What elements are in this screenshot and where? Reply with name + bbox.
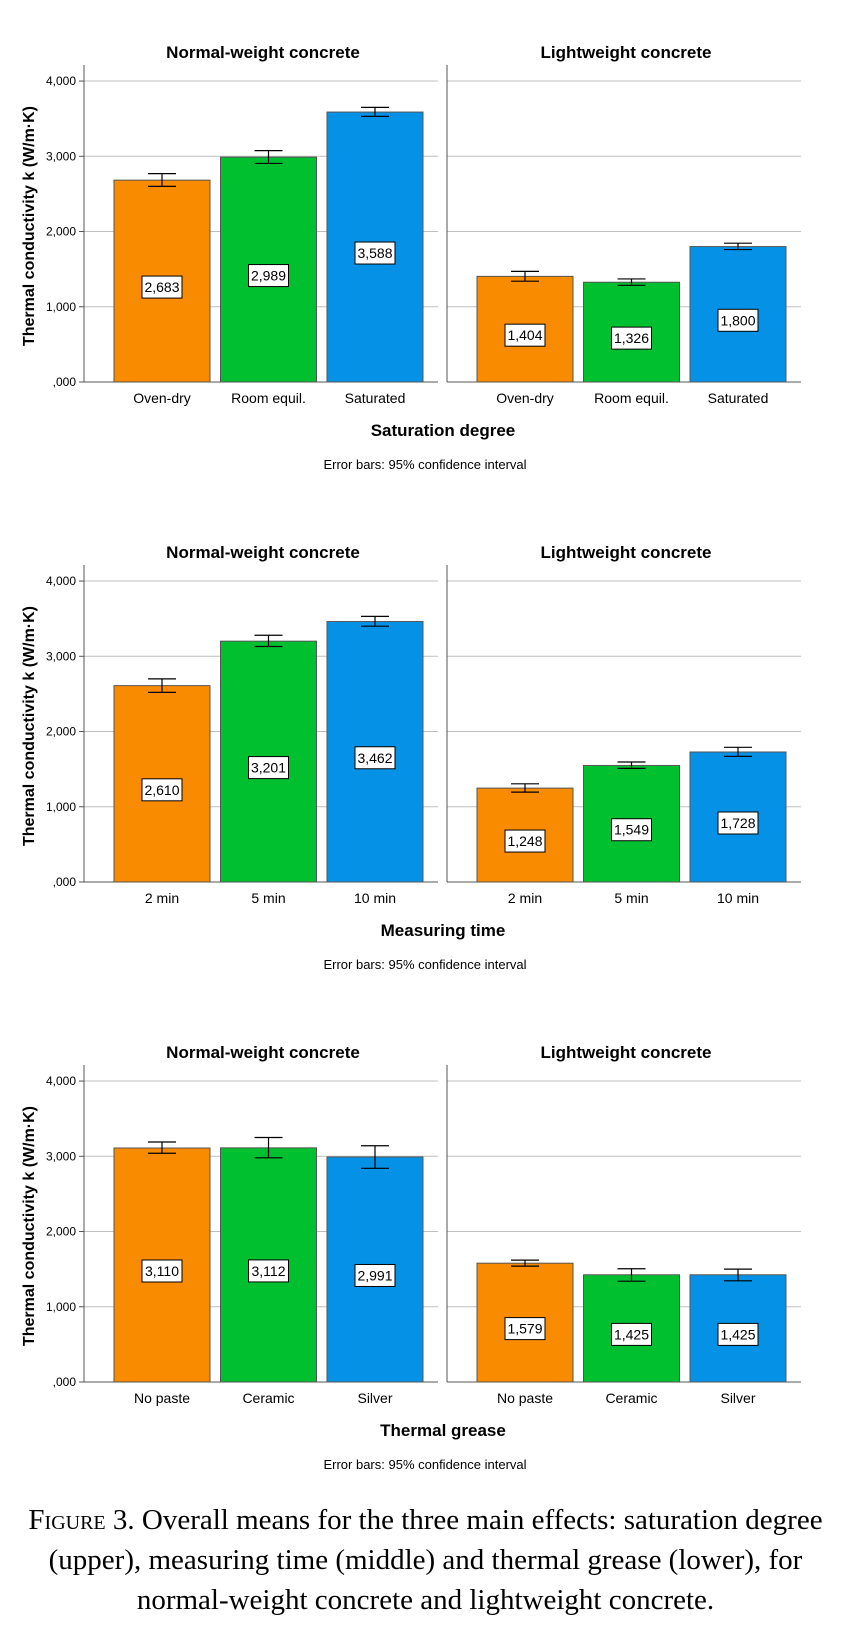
x-tick-label: Oven-dry: [133, 390, 191, 406]
y-tick-label: 3,000: [46, 1149, 76, 1163]
y-tick-label: 2,000: [46, 1225, 76, 1239]
y-tick-label: 2,000: [46, 725, 76, 739]
panel-title: Normal-weight concrete: [166, 43, 360, 62]
x-axis-title: Thermal grease: [380, 1421, 506, 1440]
panel-normal-weight: Normal-weight concrete ,000 1,000 2,000 3,00…: [46, 1043, 438, 1406]
panel-title: Normal-weight concrete: [166, 543, 360, 562]
figure-3: Normal-weight concrete ,000 1,000 2,000 3,00…: [21, 43, 801, 1472]
y-tick-label: 3,000: [46, 649, 76, 663]
panel-title: Lightweight concrete: [541, 543, 712, 562]
x-tick-label: Oven-dry: [496, 390, 554, 406]
data-label-box: [248, 756, 289, 780]
data-label-box: [141, 778, 183, 802]
x-tick-label: Room equil.: [594, 390, 669, 406]
x-tick-label: Ceramic: [242, 1390, 294, 1406]
x-tick-label: Silver: [720, 1390, 755, 1406]
chart-2: Normal-weight concrete ,000 1,000 2,000 3,00…: [21, 543, 801, 972]
error-bar-note: Error bars: 95% confidence interval: [323, 457, 526, 472]
data-label-box: [354, 746, 396, 770]
data-label-box: [504, 829, 546, 853]
data-label-box: [717, 811, 759, 835]
chart-3: Normal-weight concrete ,000 1,000 2,000 3,00…: [21, 1043, 801, 1472]
data-label: 2,991: [357, 1267, 392, 1283]
panel-normal-weight: Normal-weight concrete ,000 1,000 2,000 3,00…: [46, 43, 438, 406]
data-label: 1,248: [507, 833, 542, 849]
panel-title: Normal-weight concrete: [166, 1043, 360, 1062]
y-axis-title: Thermal conductivity k (W/m·K): [21, 1106, 38, 1346]
data-label: 1,549: [614, 822, 649, 838]
data-label-box: [504, 1317, 546, 1341]
caption-text: Overall means for the three main effects…: [48, 1504, 823, 1616]
x-axis-title: Saturation degree: [371, 421, 516, 440]
x-tick-label: No paste: [497, 1390, 553, 1406]
data-label: 2,989: [251, 268, 286, 284]
data-label: 1,800: [720, 312, 755, 328]
data-label: 1,579: [507, 1321, 542, 1337]
y-axis-title: Thermal conductivity k (W/m·K): [21, 606, 38, 846]
data-label-box: [611, 818, 652, 842]
data-label-box: [141, 1259, 183, 1283]
figure-caption: Figure 3. Overall means for the three ma…: [0, 1500, 851, 1620]
y-tick-label: 1,000: [46, 1300, 76, 1314]
y-tick-label: ,000: [53, 375, 77, 389]
x-tick-label: 10 min: [717, 890, 759, 906]
panel-lightweight: Lightweight concrete 1,579 No paste 1,425 Ce…: [446, 1043, 801, 1406]
y-tick-label: 1,000: [46, 300, 76, 314]
y-tick-label: 1,000: [46, 800, 76, 814]
x-tick-label: Ceramic: [605, 1390, 657, 1406]
data-label-box: [354, 241, 396, 265]
y-tick-label: ,000: [53, 1375, 77, 1389]
data-label-box: [611, 1322, 652, 1346]
data-label: 2,610: [144, 782, 179, 798]
chart-1: Normal-weight concrete ,000 1,000 2,000 3,00…: [21, 43, 801, 472]
data-label-box: [717, 1322, 759, 1346]
x-axis-title: Measuring time: [381, 921, 506, 940]
data-label: 3,112: [252, 1263, 286, 1279]
data-label: 1,425: [614, 1326, 649, 1342]
x-tick-label: Saturated: [345, 390, 406, 406]
data-label-box: [141, 275, 183, 299]
x-tick-label: No paste: [134, 1390, 190, 1406]
x-tick-label: 10 min: [354, 890, 396, 906]
y-tick-label: 4,000: [46, 1074, 76, 1088]
data-label-box: [504, 323, 546, 347]
data-label-box: [248, 264, 289, 288]
data-label: 1,425: [720, 1326, 755, 1342]
data-label-box: [354, 1263, 396, 1287]
y-tick-label: 4,000: [46, 74, 76, 88]
y-tick-label: 4,000: [46, 574, 76, 588]
data-label-box: [248, 1259, 289, 1283]
y-tick-label: ,000: [53, 875, 77, 889]
panel-normal-weight: Normal-weight concrete ,000 1,000 2,000 3,00…: [46, 543, 438, 906]
y-axis-title: Thermal conductivity k (W/m·K): [21, 106, 38, 346]
x-tick-label: 2 min: [508, 890, 542, 906]
y-tick-label: 2,000: [46, 225, 76, 239]
panel-lightweight: Lightweight concrete 1,404 Oven-dry 1,326 Ro…: [446, 43, 801, 406]
x-tick-label: Silver: [357, 1390, 392, 1406]
x-tick-label: 5 min: [614, 890, 648, 906]
data-label-box: [717, 308, 759, 332]
panel-title: Lightweight concrete: [541, 43, 712, 62]
error-bar-note: Error bars: 95% confidence interval: [323, 957, 526, 972]
y-tick-label: 3,000: [46, 149, 76, 163]
caption-label: Figure 3.: [28, 1504, 135, 1536]
data-label: 1,404: [507, 327, 542, 343]
panel-lightweight: Lightweight concrete 1,248 2 min 1,549 5 min…: [446, 543, 801, 906]
data-label: 1,728: [720, 815, 755, 831]
error-bar-note: Error bars: 95% confidence interval: [323, 1457, 526, 1472]
data-label-box: [611, 326, 652, 350]
x-tick-label: 5 min: [251, 890, 285, 906]
data-label: 2,683: [144, 279, 179, 295]
x-tick-label: Saturated: [708, 390, 769, 406]
panel-title: Lightweight concrete: [541, 1043, 712, 1062]
data-label: 1,326: [614, 330, 649, 346]
data-label: 3,110: [145, 1263, 179, 1279]
data-label: 3,462: [357, 750, 392, 766]
data-label: 3,588: [357, 245, 392, 261]
data-label: 3,201: [251, 760, 286, 776]
x-tick-label: Room equil.: [231, 390, 306, 406]
x-tick-label: 2 min: [145, 890, 179, 906]
